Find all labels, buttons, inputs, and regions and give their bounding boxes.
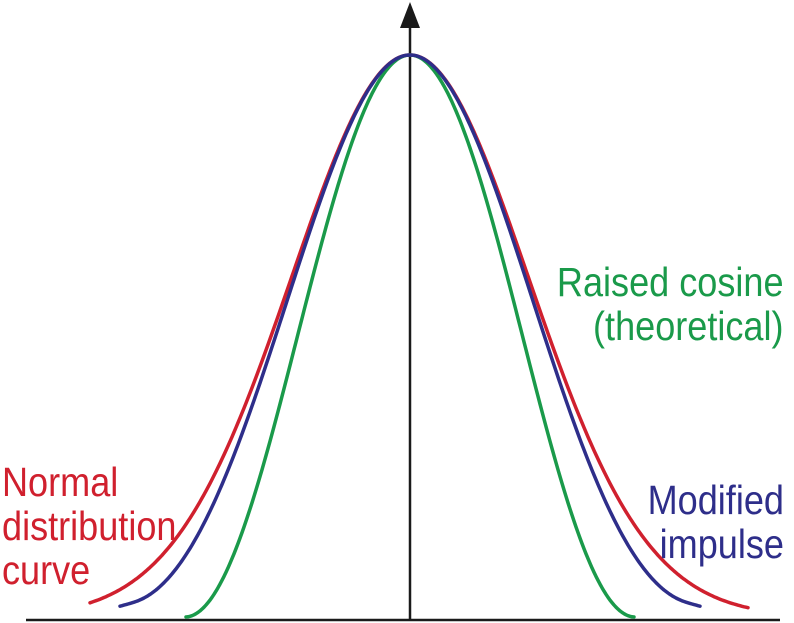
- raised-cosine-label-line-1: Raised cosine: [557, 259, 784, 305]
- normal-distribution-label-line-2: distribution: [2, 503, 177, 549]
- modified-impulse-label-line-2: impulse: [659, 521, 784, 567]
- normal-distribution-label: Normal distribution curve: [2, 460, 176, 592]
- modified-impulse-label-line-1: Modified: [647, 477, 784, 523]
- raised-cosine-label: Raised cosine (theoretical): [557, 260, 784, 348]
- raised-cosine-label-line-2: (theoretical): [593, 303, 784, 349]
- modified-impulse-label: Modified impulse: [648, 478, 784, 566]
- normal-distribution-label-line-1: Normal: [2, 459, 119, 505]
- modified-impulse-curve: [118, 53, 702, 608]
- normal-distribution-label-line-3: curve: [2, 547, 91, 593]
- vertical-axis-arrowhead: [400, 2, 420, 28]
